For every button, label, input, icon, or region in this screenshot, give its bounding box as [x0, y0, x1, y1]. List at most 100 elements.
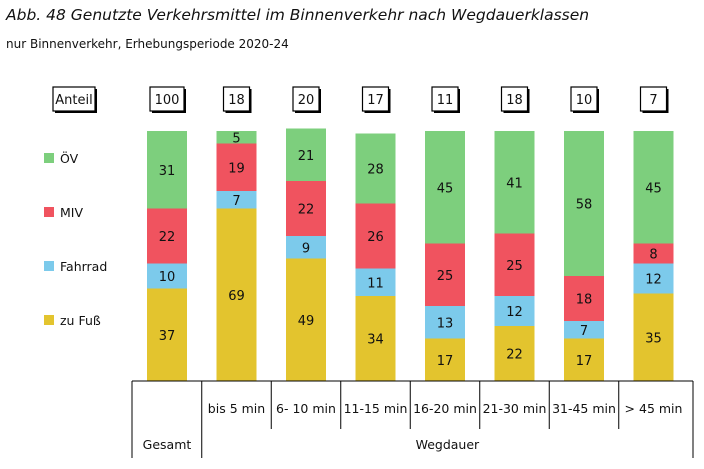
value-label-fahrrad-31-45-min: 7 — [580, 324, 588, 339]
bar-fahrrad-bis-5-min — [216, 191, 257, 209]
value-label-zu-fuss-45-min: 35 — [645, 331, 662, 346]
value-label-zu-fuss-6-10-min: 49 — [298, 314, 315, 329]
bar-fahrrad-45-min — [633, 263, 674, 294]
value-label-fahrrad-bis-5-min: 7 — [232, 194, 240, 209]
value-label-zu-fuss-bis-5-min: 69 — [228, 289, 245, 304]
value-label-zu-fuss-21-30-min: 22 — [506, 348, 523, 363]
value-label-miv-45-min: 8 — [649, 248, 657, 263]
chart-title: Abb. 48 Genutzte Verkehrsmittel im Binne… — [6, 6, 590, 24]
value-label-oev-16-20-min: 45 — [437, 181, 454, 196]
legend-label-zu-fuss: zu Fuß — [60, 313, 101, 328]
value-label-fahrrad-21-30-min: 12 — [506, 305, 523, 320]
bar-oev-gesamt — [147, 131, 187, 209]
value-label-oev-bis-5-min: 5 — [232, 131, 240, 146]
value-label-oev-11-15-min: 28 — [367, 163, 384, 178]
share-gesamt-box — [149, 86, 185, 112]
tick-label-45-min: > 45 min — [625, 401, 683, 416]
value-label-oev-45-min: 45 — [645, 181, 662, 196]
share-6-10-min-label: 20 — [298, 93, 315, 108]
tick-label-11-15-min: 11-15 min — [344, 401, 408, 416]
value-label-miv-16-20-min: 25 — [437, 269, 454, 284]
legend-label-fahrrad: Fahrrad — [60, 259, 107, 274]
value-label-fahrrad-16-20-min: 13 — [437, 316, 454, 331]
chart-subtitle: nur Binnenverkehr, Erhebungsperiode 2020… — [6, 37, 289, 51]
share-header-box — [52, 86, 96, 112]
bar-fahrrad-gesamt — [147, 263, 187, 289]
legend-label-miv: MIV — [60, 205, 83, 220]
bar-miv-6-10-min — [286, 181, 326, 236]
bar-oev-16-20-min — [425, 131, 465, 244]
share-45-min-label: 7 — [649, 93, 657, 108]
bar-miv-45-min — [633, 243, 674, 264]
value-label-fahrrad-11-15-min: 11 — [367, 276, 384, 291]
tick-label-31-45-min: 31-45 min — [552, 401, 616, 416]
bar-fahrrad-6-10-min — [286, 236, 326, 259]
value-label-oev-gesamt: 31 — [159, 164, 176, 179]
value-label-miv-21-30-min: 25 — [506, 259, 523, 274]
bar-zu-fuss-gesamt — [147, 288, 187, 381]
value-label-zu-fuss-gesamt: 37 — [159, 329, 176, 344]
share-bis-5-min-box — [222, 86, 251, 112]
bar-fahrrad-11-15-min — [355, 268, 396, 296]
share-31-45-min-label: 10 — [576, 93, 593, 108]
share-11-15-min-box — [361, 86, 390, 112]
bar-oev-31-45-min — [564, 131, 604, 276]
value-label-miv-11-15-min: 26 — [367, 230, 384, 245]
bar-oev-bis-5-min — [216, 131, 257, 144]
bar-oev-21-30-min — [494, 131, 535, 234]
tick-label-16-20-min: 16-20 min — [413, 401, 477, 416]
share-21-30-min-label: 18 — [506, 93, 523, 108]
value-label-oev-6-10-min: 21 — [298, 149, 315, 164]
bar-miv-21-30-min — [494, 233, 535, 296]
value-label-miv-bis-5-min: 19 — [228, 161, 245, 176]
bar-miv-31-45-min — [564, 276, 604, 321]
share-bis-5-min-label: 18 — [228, 93, 245, 108]
value-label-fahrrad-6-10-min: 9 — [302, 241, 310, 256]
bar-fahrrad-16-20-min — [425, 306, 465, 339]
share-gesamt-label: 100 — [155, 93, 180, 108]
legend-swatch-zu-fuss — [44, 315, 54, 325]
value-label-zu-fuss-16-20-min: 17 — [437, 354, 454, 369]
group-label-gesamt: Gesamt — [143, 437, 192, 452]
tick-label-21-30-min: 21-30 min — [483, 401, 547, 416]
value-label-fahrrad-gesamt: 10 — [159, 270, 176, 285]
value-label-miv-6-10-min: 22 — [298, 203, 315, 218]
tick-label-bis-5-min: bis 5 min — [208, 401, 265, 416]
value-label-fahrrad-45-min: 12 — [645, 273, 662, 288]
value-label-zu-fuss-31-45-min: 17 — [576, 354, 593, 369]
legend-swatch-fahrrad — [44, 261, 54, 271]
bar-oev-45-min — [633, 131, 674, 244]
legend-swatch-oev — [44, 153, 54, 163]
value-label-oev-21-30-min: 41 — [506, 176, 523, 191]
bar-oev-6-10-min — [286, 128, 326, 181]
share-31-45-min-box — [570, 86, 598, 112]
legend-swatch-miv — [44, 207, 54, 217]
tick-label-6-10-min: 6- 10 min — [276, 401, 336, 416]
bar-miv-gesamt — [147, 208, 187, 264]
group-label-wegdauer: Wegdauer — [416, 437, 480, 452]
share-6-10-min-box — [292, 86, 320, 112]
value-label-oev-31-45-min: 58 — [576, 198, 593, 213]
value-label-miv-31-45-min: 18 — [576, 293, 593, 308]
bar-zu-fuss-21-30-min — [494, 326, 535, 381]
bar-zu-fuss-11-15-min — [355, 296, 396, 381]
value-label-miv-gesamt: 22 — [159, 230, 176, 245]
bar-miv-bis-5-min — [216, 143, 257, 191]
share-16-20-min-box — [431, 86, 459, 112]
bar-zu-fuss-31-45-min — [564, 338, 604, 381]
value-label-zu-fuss-11-15-min: 34 — [367, 333, 384, 348]
bar-fahrrad-21-30-min — [494, 296, 535, 326]
bar-zu-fuss-bis-5-min — [216, 208, 257, 381]
share-11-15-min-label: 17 — [367, 93, 384, 108]
bar-zu-fuss-6-10-min — [286, 258, 326, 381]
share-45-min-box — [639, 86, 668, 112]
bar-oev-11-15-min — [355, 133, 396, 204]
legend-label-oev: ÖV — [60, 150, 79, 166]
bar-zu-fuss-16-20-min — [425, 338, 465, 381]
share-21-30-min-box — [500, 86, 529, 112]
share-16-20-min-label: 11 — [437, 93, 454, 108]
bar-miv-16-20-min — [425, 243, 465, 306]
share-header-label: Anteil — [55, 93, 92, 108]
bar-fahrrad-31-45-min — [564, 321, 604, 339]
